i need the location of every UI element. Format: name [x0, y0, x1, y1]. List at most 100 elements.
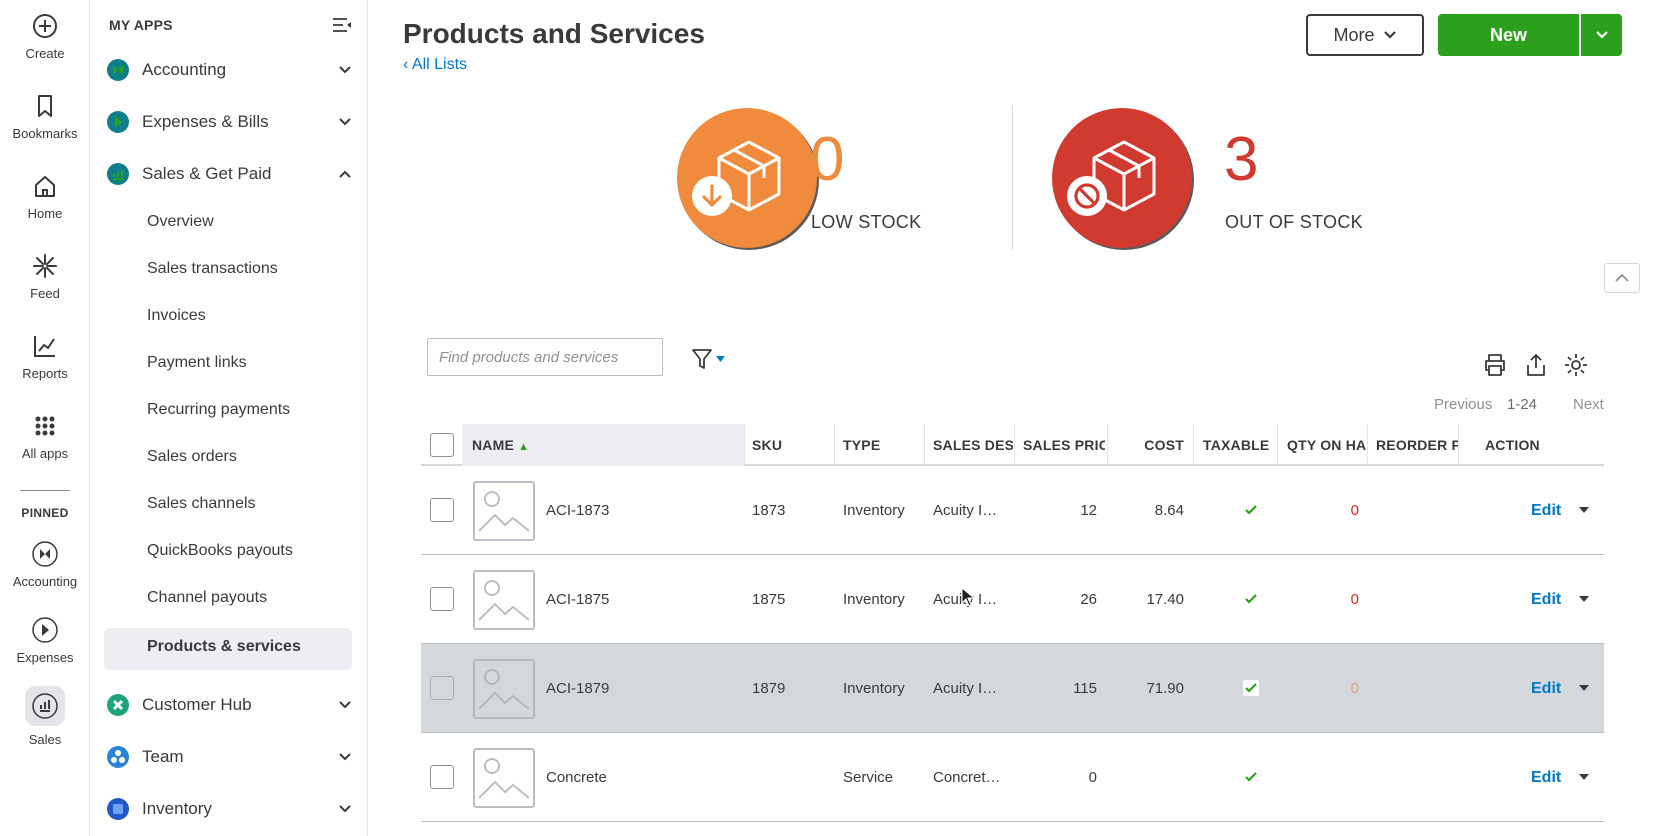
column-header-taxable[interactable]: TAXABLE	[1203, 437, 1270, 453]
rail-home[interactable]: Home	[0, 172, 90, 221]
cell-reorder-point	[1376, 466, 1456, 555]
sidebar-item-channel-payouts[interactable]: Channel payouts	[147, 589, 268, 606]
cell-cost	[1107, 733, 1184, 822]
out-of-stock-badge[interactable]	[1052, 108, 1192, 248]
edit-link[interactable]: Edit	[1531, 502, 1562, 519]
cell-reorder-point	[1376, 644, 1456, 733]
rail-pinned-sales[interactable]: Sales	[0, 686, 90, 747]
all-lists-link[interactable]: ‹ All Lists	[403, 56, 467, 74]
select-all-checkbox[interactable]	[430, 433, 454, 457]
sidebar-app-customer-hub[interactable]: Customer Hub	[107, 690, 352, 720]
main-content: Products and Services ‹ All Lists More N…	[368, 0, 1656, 836]
row-actions-dropdown-icon[interactable]	[1578, 772, 1590, 782]
cell-cost: 71.90	[1146, 680, 1184, 697]
rail-reports[interactable]: Reports	[0, 332, 90, 381]
rail-all-apps[interactable]: All apps	[0, 412, 90, 461]
column-header-type[interactable]: TYPE	[843, 437, 881, 453]
print-icon[interactable]	[1482, 352, 1508, 378]
table-row[interactable]: ACI-1873 1873 Inventory Acuity I… 12 8.6…	[421, 466, 1604, 555]
product-image-placeholder	[473, 570, 535, 630]
rail-create[interactable]: Create	[0, 12, 90, 61]
row-checkbox[interactable]	[430, 765, 454, 789]
products-table: NAME ▲ SKU TYPE SALES DESC SALES PRICE C…	[421, 424, 1604, 822]
rail-bookmarks[interactable]: Bookmarks	[0, 92, 90, 141]
cell-sku: 1873	[752, 502, 786, 519]
sidebar-item-products-services[interactable]: Products & services	[147, 638, 301, 655]
sidebar-item-invoices[interactable]: Invoices	[147, 307, 206, 324]
column-header-cost[interactable]: COST	[1144, 437, 1184, 453]
filter-button[interactable]	[690, 346, 730, 374]
sidebar-item-sales-orders[interactable]: Sales orders	[147, 448, 237, 465]
rail-create-label: Create	[25, 46, 65, 61]
cell-name: ACI-1879	[546, 680, 610, 697]
column-separator	[1107, 424, 1108, 466]
sidebar-app-sales[interactable]: Sales & Get Paid	[107, 159, 352, 189]
search-input[interactable]	[427, 338, 663, 376]
row-actions-dropdown-icon[interactable]	[1578, 594, 1590, 604]
new-dropdown-button[interactable]	[1581, 14, 1622, 56]
column-header-action: ACTION	[1485, 437, 1540, 453]
new-button[interactable]: New	[1438, 14, 1579, 56]
sidebar-item-quickbooks-payouts[interactable]: QuickBooks payouts	[147, 542, 293, 559]
table-row[interactable]: Concrete Service Concret… 0 Edit	[421, 733, 1604, 822]
row-checkbox[interactable]	[430, 676, 454, 700]
edit-link[interactable]: Edit	[1531, 680, 1562, 697]
pager-next[interactable]: Next	[1573, 396, 1604, 413]
sidebar-item-overview[interactable]: Overview	[147, 213, 214, 230]
cell-qty-on-hand: 0	[1350, 680, 1359, 697]
rail-pinned-accounting[interactable]: Accounting	[0, 540, 90, 589]
sidebar-app-label: Sales & Get Paid	[142, 164, 272, 183]
sidebar-app-accounting[interactable]: Accounting	[107, 55, 352, 85]
sidebar-item-recurring-payments[interactable]: Recurring payments	[147, 401, 291, 418]
column-header-qty-on-hand[interactable]: QTY ON HAND	[1287, 437, 1367, 453]
grid-icon	[35, 416, 55, 436]
filter-icon	[692, 349, 725, 369]
inventory-app-icon	[107, 798, 129, 820]
pager-previous[interactable]: Previous	[1434, 396, 1492, 413]
sidebar-app-label: Expenses & Bills	[142, 112, 269, 131]
cell-sales-price: 0	[1088, 769, 1097, 786]
sidebar-item-payment-links[interactable]: Payment links	[147, 354, 247, 371]
scroll-to-top-button[interactable]	[1604, 263, 1640, 293]
row-actions-dropdown-icon[interactable]	[1578, 683, 1590, 693]
table-row[interactable]: ACI-1875 1875 Inventory Acuity I… 26 17.…	[421, 555, 1604, 644]
rail-pinned-expenses[interactable]: Expenses	[0, 616, 90, 665]
column-header-sku[interactable]: SKU	[752, 437, 783, 453]
row-checkbox[interactable]	[430, 498, 454, 522]
sidebar-item-sales-channels[interactable]: Sales channels	[147, 495, 256, 512]
column-header-name[interactable]: NAME ▲	[472, 424, 732, 466]
column-header-reorder-point[interactable]: REORDER POINT	[1376, 437, 1458, 453]
sidebar-item-sales-transactions[interactable]: Sales transactions	[147, 260, 278, 277]
settings-gear-icon[interactable]	[1563, 352, 1589, 378]
export-icon[interactable]	[1523, 352, 1549, 378]
edit-link[interactable]: Edit	[1531, 591, 1562, 608]
sidebar-app-team[interactable]: Team	[107, 742, 352, 772]
edit-link[interactable]: Edit	[1531, 769, 1562, 786]
cell-type: Inventory	[843, 591, 905, 608]
out-of-stock-label: OUT OF STOCK	[1225, 212, 1363, 232]
cell-cost: 8.64	[1154, 502, 1184, 519]
low-stock-badge[interactable]	[677, 108, 817, 248]
rail-feed[interactable]: Feed	[0, 252, 90, 301]
rail-home-label: Home	[27, 206, 63, 221]
cell-sku: 1879	[752, 680, 786, 697]
table-row[interactable]: ACI-1879 1879 Inventory Acuity I… 115 71…	[421, 644, 1604, 733]
sidebar-app-expenses[interactable]: Expenses & Bills	[107, 107, 352, 137]
stock-divider	[1012, 106, 1013, 250]
collapse-sidebar-icon[interactable]	[332, 17, 352, 33]
more-button[interactable]: More	[1306, 14, 1424, 56]
rail-pinned-accounting-label: Accounting	[12, 574, 78, 589]
column-header-sales-price[interactable]: SALES PRICE	[1023, 437, 1105, 453]
cell-reorder-point	[1376, 555, 1456, 644]
rail-divider	[20, 490, 70, 491]
column-separator	[1277, 424, 1278, 466]
rail-all-apps-label: All apps	[21, 446, 69, 461]
row-checkbox[interactable]	[430, 587, 454, 611]
cell-cost: 17.40	[1146, 591, 1184, 608]
column-header-sales-desc[interactable]: SALES DESC	[933, 437, 1013, 453]
sidebar-app-inventory[interactable]: Inventory	[107, 794, 352, 824]
row-actions-dropdown-icon[interactable]	[1578, 505, 1590, 515]
rail-pinned-sales-label: Sales	[28, 732, 62, 747]
cell-qty-on-hand: 0	[1350, 502, 1359, 519]
image-placeholder-icon	[478, 758, 530, 799]
